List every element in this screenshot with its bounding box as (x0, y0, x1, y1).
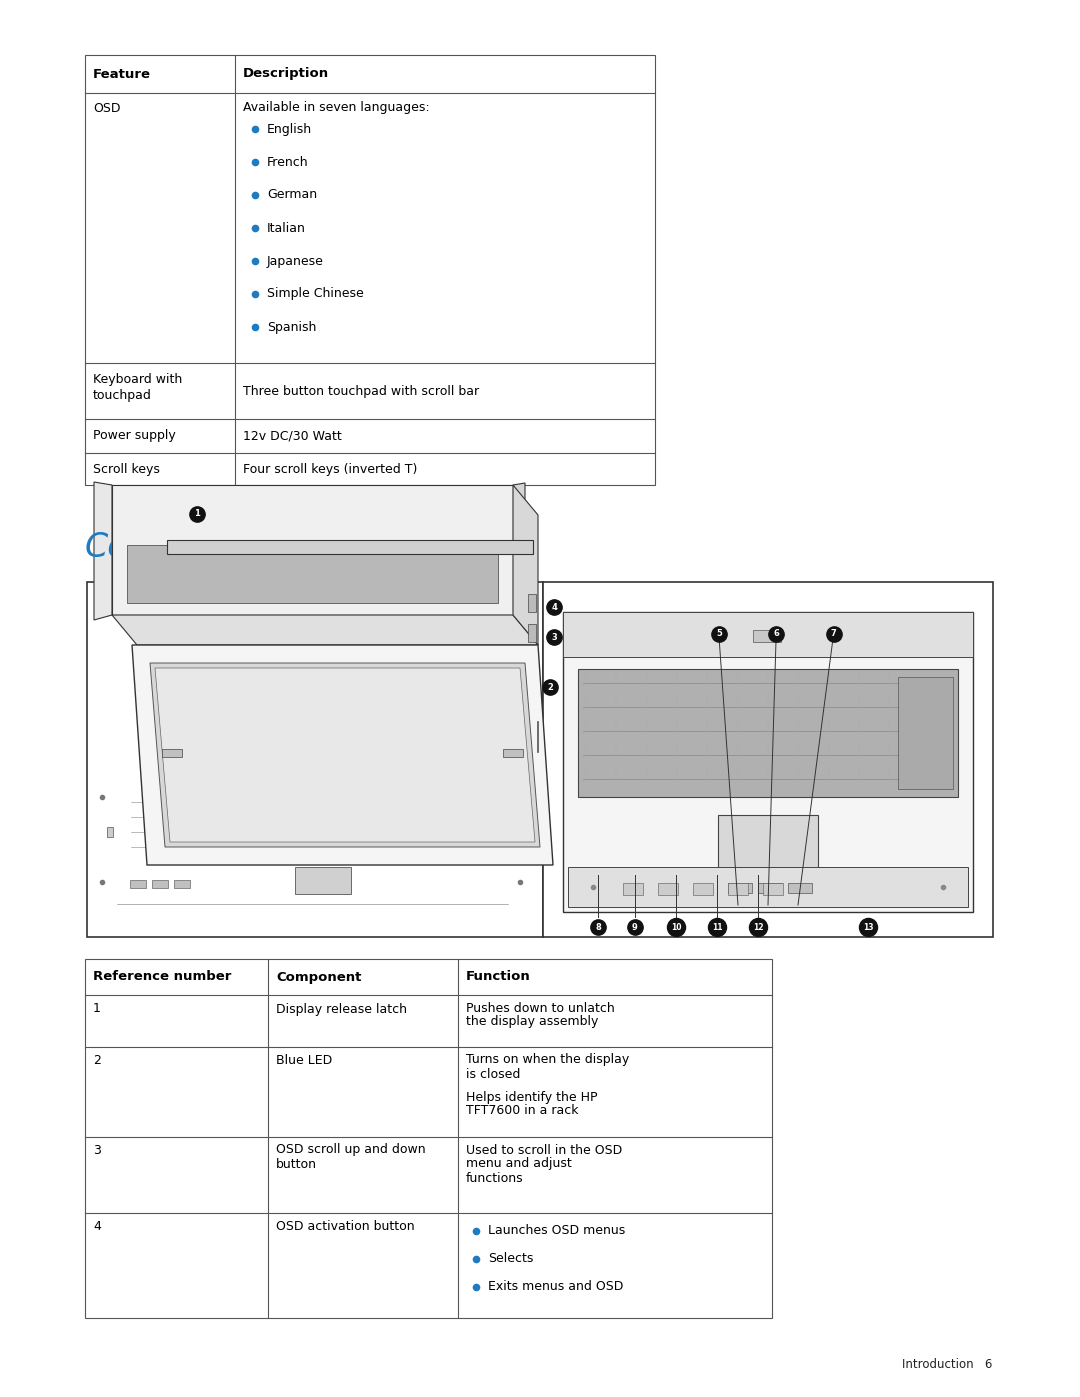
Bar (174, 880, 190, 888)
Bar (528, 594, 536, 612)
Text: Component: Component (276, 971, 362, 983)
Text: Launches OSD menus: Launches OSD menus (488, 1225, 625, 1238)
Text: 4: 4 (93, 1221, 100, 1234)
Text: OSD scroll up and down: OSD scroll up and down (276, 1144, 426, 1157)
Text: 4: 4 (551, 602, 557, 612)
Bar (758, 883, 782, 893)
Text: 6: 6 (773, 630, 779, 638)
Bar (85, 958, 772, 1317)
Bar (658, 883, 678, 895)
Text: 8: 8 (595, 922, 600, 932)
Text: Simple Chinese: Simple Chinese (267, 288, 364, 300)
Bar (543, 583, 993, 937)
Bar (728, 883, 752, 893)
Bar (152, 880, 168, 888)
Polygon shape (132, 645, 553, 865)
Bar (563, 612, 973, 912)
Text: Four scroll keys (inverted T): Four scroll keys (inverted T) (243, 464, 417, 476)
Text: German: German (267, 189, 318, 201)
Text: is closed: is closed (465, 1067, 521, 1080)
Text: Available in seven languages:: Available in seven languages: (243, 102, 430, 115)
Text: Reference number: Reference number (93, 971, 231, 983)
Text: Used to scroll in the OSD: Used to scroll in the OSD (465, 1144, 622, 1157)
Polygon shape (156, 668, 535, 842)
Bar (503, 749, 523, 757)
Text: Spanish: Spanish (267, 320, 316, 334)
Polygon shape (112, 485, 513, 615)
Bar (130, 880, 146, 888)
Text: Selects: Selects (488, 1253, 534, 1266)
Bar (753, 630, 781, 643)
Text: 10: 10 (671, 922, 681, 932)
Text: Description: Description (243, 67, 329, 81)
Bar (87, 583, 543, 937)
Text: Keyboard with: Keyboard with (93, 373, 183, 386)
Polygon shape (513, 483, 525, 617)
Text: 3: 3 (93, 1144, 100, 1158)
Text: Scroll keys: Scroll keys (93, 464, 160, 476)
Text: Helps identify the HP: Helps identify the HP (465, 1091, 597, 1104)
Bar (295, 868, 351, 894)
Bar (897, 678, 953, 789)
Text: English: English (267, 123, 312, 136)
Text: menu and adjust: menu and adjust (465, 1158, 571, 1171)
Text: the display assembly: the display assembly (465, 1016, 598, 1028)
Text: Feature: Feature (93, 67, 151, 81)
Bar (528, 624, 536, 643)
Text: functions: functions (465, 1172, 524, 1185)
Text: Japanese: Japanese (267, 254, 324, 267)
Text: French: French (267, 155, 309, 169)
Text: 7: 7 (831, 630, 837, 638)
Text: 2: 2 (548, 683, 553, 692)
Bar (718, 814, 818, 875)
Bar (762, 883, 783, 895)
Polygon shape (127, 545, 498, 604)
Bar (788, 883, 812, 893)
Polygon shape (112, 615, 538, 645)
Bar (167, 541, 534, 555)
Text: 11: 11 (712, 922, 723, 932)
Bar (563, 612, 973, 657)
Text: OSD: OSD (93, 102, 121, 115)
Text: 12: 12 (753, 922, 764, 932)
Text: Pushes down to unlatch: Pushes down to unlatch (465, 1002, 615, 1014)
Text: OSD activation button: OSD activation button (276, 1221, 415, 1234)
Text: 13: 13 (863, 922, 874, 932)
Text: 1: 1 (93, 1003, 100, 1016)
Polygon shape (94, 482, 112, 620)
Bar (85, 54, 654, 485)
Polygon shape (150, 664, 540, 847)
Text: 1: 1 (194, 510, 200, 518)
Bar (162, 749, 183, 757)
Text: Power supply: Power supply (93, 429, 176, 443)
Text: 5: 5 (716, 630, 721, 638)
Bar (107, 827, 113, 837)
Text: button: button (276, 1158, 318, 1171)
Polygon shape (513, 485, 538, 645)
Text: 2: 2 (93, 1055, 100, 1067)
Text: Blue LED: Blue LED (276, 1055, 333, 1067)
Bar (578, 669, 958, 798)
Bar (728, 883, 748, 895)
Text: touchpad: touchpad (93, 388, 152, 401)
Bar (693, 883, 713, 895)
Text: Three button touchpad with scroll bar: Three button touchpad with scroll bar (243, 384, 480, 398)
Text: 3: 3 (551, 633, 557, 641)
Text: TFT7600 in a rack: TFT7600 in a rack (465, 1105, 579, 1118)
Text: Exits menus and OSD: Exits menus and OSD (488, 1281, 623, 1294)
Text: Components: Components (85, 531, 296, 564)
Text: Italian: Italian (267, 222, 306, 235)
Text: Turns on when the display: Turns on when the display (465, 1053, 630, 1066)
Text: Function: Function (465, 971, 530, 983)
Text: Introduction   6: Introduction 6 (902, 1358, 993, 1372)
Bar (623, 883, 643, 895)
Text: 9: 9 (632, 922, 638, 932)
Bar (568, 868, 968, 907)
Text: Display release latch: Display release latch (276, 1003, 407, 1016)
Text: 12v DC/30 Watt: 12v DC/30 Watt (243, 429, 341, 443)
